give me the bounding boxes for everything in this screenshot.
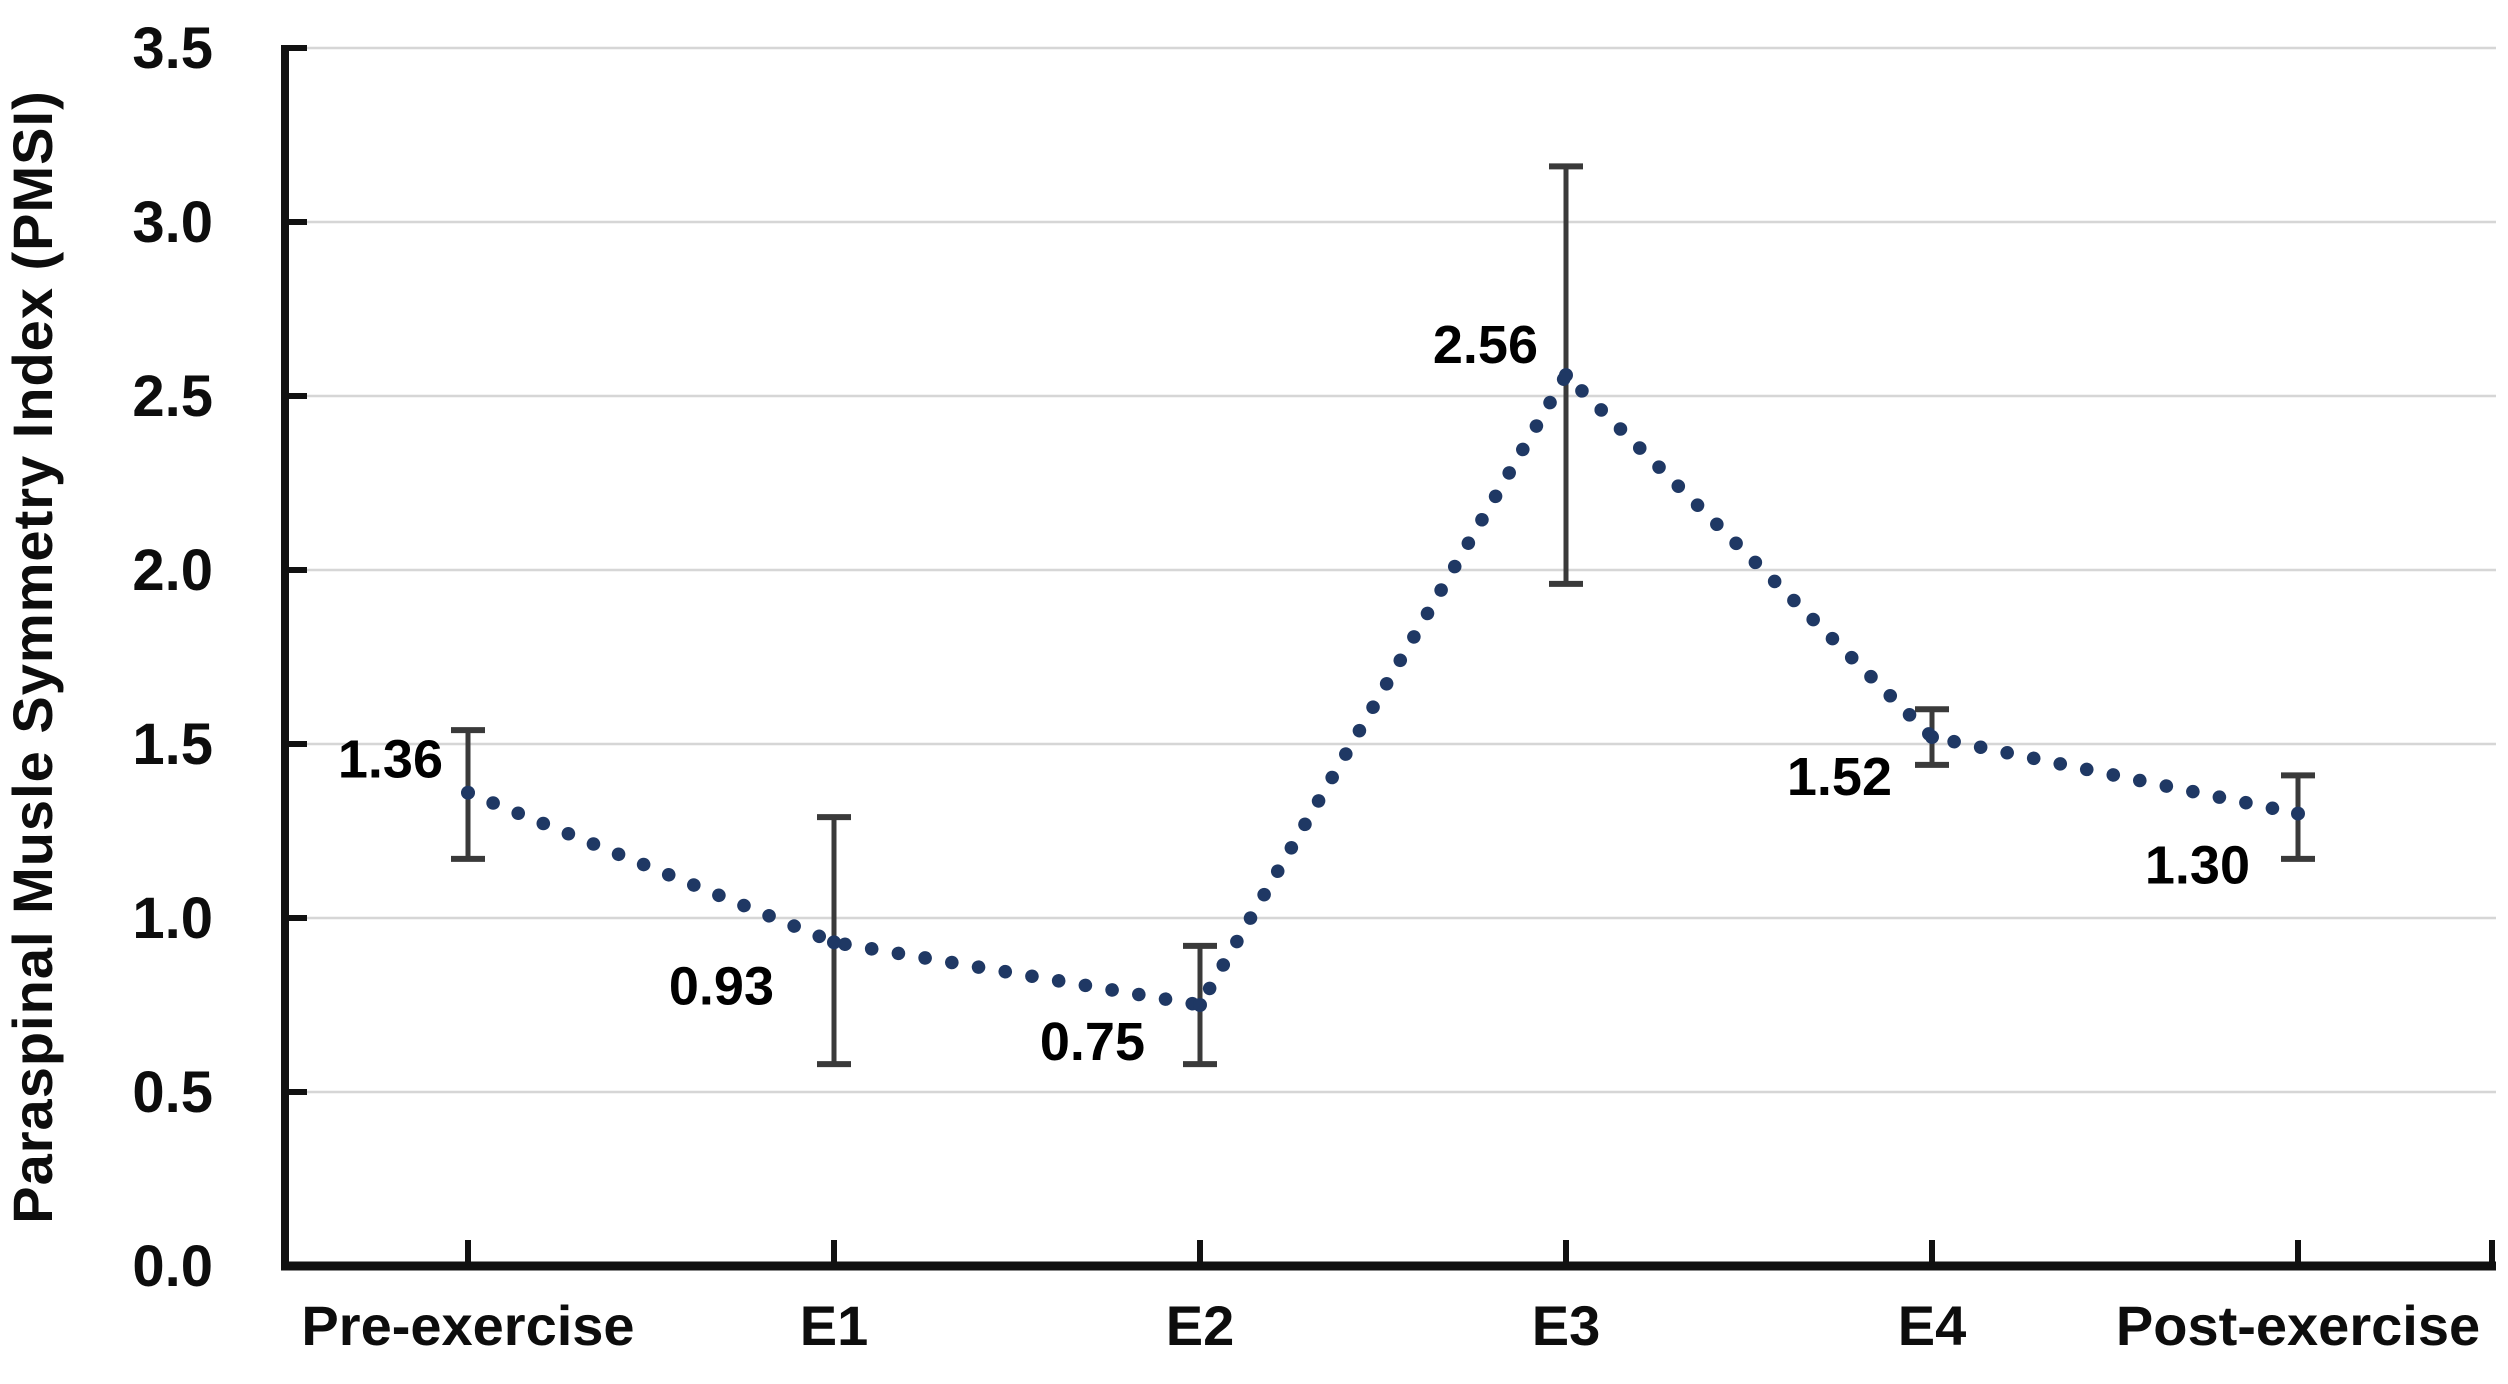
data-label: 1.36 xyxy=(338,730,443,790)
data-label: 0.93 xyxy=(669,956,774,1016)
x-category-label: E3 xyxy=(1532,1294,1601,1357)
data-point-marker xyxy=(2291,806,2305,821)
y-tick-label: 0.5 xyxy=(132,1060,213,1125)
data-point-marker xyxy=(461,785,475,800)
y-axis-title: Paraspinal Musle Symmetry Index (PMSI) xyxy=(1,90,64,1223)
data-label: 0.75 xyxy=(1040,1012,1145,1072)
data-point-marker xyxy=(827,935,841,950)
series-dotted-line xyxy=(461,368,2305,1012)
data-label: 1.30 xyxy=(2145,836,2250,896)
data-point-marker xyxy=(1193,998,1207,1012)
x-category-label: Pre-exercise xyxy=(301,1294,634,1357)
y-tick-label: 2.5 xyxy=(132,364,213,429)
data-point-marker xyxy=(1559,368,1573,383)
y-tick-label: 1.5 xyxy=(132,712,213,777)
y-tick-label: 2.0 xyxy=(132,538,213,603)
y-tick-label: 3.0 xyxy=(132,190,213,255)
x-category-label: E4 xyxy=(1898,1294,1967,1357)
x-category-label: E1 xyxy=(800,1294,869,1357)
y-tick-label: 0.0 xyxy=(132,1234,213,1299)
x-category-label: E2 xyxy=(1166,1294,1235,1357)
y-tick-label: 1.0 xyxy=(132,886,213,951)
data-label: 2.56 xyxy=(1433,315,1538,375)
data-point-marker xyxy=(1925,730,1939,745)
y-tick-label: 3.5 xyxy=(132,16,213,81)
data-label: 1.52 xyxy=(1787,747,1892,807)
x-category-label: Post-exercise xyxy=(2116,1294,2480,1357)
